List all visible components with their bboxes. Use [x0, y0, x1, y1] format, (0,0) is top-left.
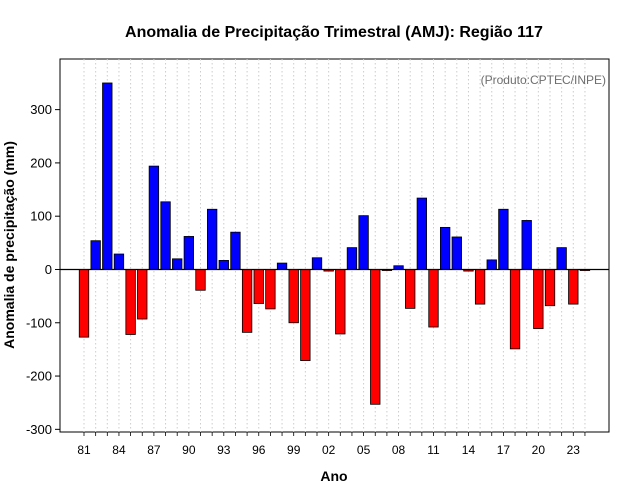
bar-2003 [335, 269, 346, 335]
y-tick-label: -300 [26, 422, 52, 437]
x-tick-label: 20 [532, 443, 546, 457]
bar-1985 [125, 269, 136, 335]
x-tick-label: 99 [287, 443, 301, 457]
bar-1984 [113, 253, 125, 270]
bar-1999 [288, 269, 299, 324]
bar-2019 [521, 220, 532, 270]
x-tick-label: 11 [427, 443, 440, 457]
x-tick-label: 96 [252, 443, 266, 457]
x-tick-label: 84 [112, 443, 126, 457]
bar-1987 [148, 165, 160, 270]
bar-2023 [568, 269, 579, 305]
bar-2020 [533, 269, 544, 330]
bar-2000 [300, 269, 311, 361]
bar-2012 [439, 226, 451, 270]
bar-2006 [370, 269, 381, 405]
y-tick-label: -200 [26, 369, 52, 384]
credit-text: (Produto:CPTEC/INPE) [481, 73, 606, 87]
bar-1989 [172, 258, 183, 270]
x-tick-label: 87 [147, 443, 161, 457]
bar-1982 [90, 240, 101, 270]
x-tick-label: 93 [217, 443, 231, 457]
plot-frame [59, 58, 610, 433]
x-tick-label: 81 [77, 443, 91, 457]
y-tick-label: 300 [30, 102, 52, 117]
x-tick-label: 02 [322, 443, 336, 457]
y-tick-label: 200 [30, 155, 52, 170]
bar-1992 [206, 208, 218, 270]
bar-1997 [265, 269, 276, 310]
bar-2021 [544, 269, 556, 307]
bar-2022 [556, 247, 567, 270]
bar-2010 [416, 197, 428, 270]
bar-2017 [498, 208, 509, 270]
bar-1996 [253, 269, 264, 304]
y-axis: -300 -200 -100 0 100 200 300 [26, 102, 60, 437]
y-tick-label: 0 [45, 262, 52, 277]
chart-title: Anomalia de Precipitação Trimestral (AMJ… [125, 24, 543, 41]
vertical-grid [83, 59, 586, 432]
y-axis-label: Anomalia de precipitação (mm) [1, 141, 17, 349]
bar-1994 [230, 231, 241, 270]
x-axis: 81 84 87 90 93 96 99 02 05 08 11 14 17 20 23 [77, 432, 586, 457]
bar-2005 [358, 215, 369, 270]
bar-1990 [183, 236, 195, 270]
bar-1993 [218, 260, 229, 270]
x-axis-label: Ano [320, 468, 347, 484]
bar-2001 [311, 257, 323, 270]
y-tick-label: -100 [26, 315, 52, 330]
bar-1998 [276, 262, 288, 270]
y-tick-label: 100 [30, 209, 52, 224]
bar-2009 [405, 269, 416, 309]
bar-1988 [160, 201, 171, 270]
x-tick-label: 14 [462, 443, 476, 457]
x-tick-label: 08 [392, 443, 406, 457]
bar-2013 [451, 236, 462, 270]
x-tick-label: 05 [357, 443, 371, 457]
bar-1981 [78, 269, 90, 338]
bar-1991 [195, 269, 206, 291]
x-tick-label: 17 [497, 443, 511, 457]
bar-1995 [241, 269, 253, 333]
bar-2016 [486, 259, 497, 270]
x-tick-label: 90 [182, 443, 196, 457]
bar-2011 [428, 269, 439, 328]
bar-1986 [137, 269, 148, 320]
bar-2018 [509, 269, 521, 350]
x-tick-label: 23 [567, 443, 581, 457]
bar-2004 [346, 247, 358, 270]
bar-1983 [102, 82, 113, 270]
bar-2015 [474, 269, 486, 305]
bars-group [78, 82, 591, 405]
